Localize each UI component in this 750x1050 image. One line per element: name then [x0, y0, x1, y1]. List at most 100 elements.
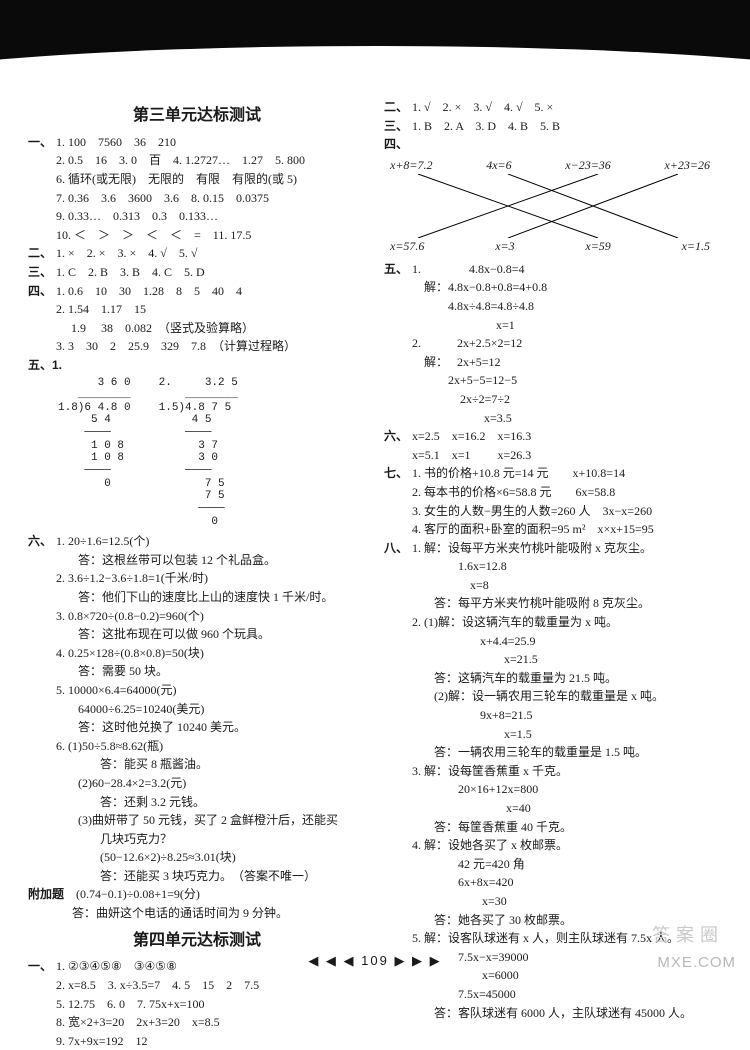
section-label: 三、 — [28, 263, 56, 282]
unit4-section-3: 三、 1. B 2. A 3. D 4. B 5. B — [384, 117, 722, 136]
answer-line: 8. 宽×2+3=20 2x+3=20 x=8.5 — [56, 1013, 366, 1032]
unit3-section-1: 一、 1. 100 7560 36 210 2. 0.5 16 3. 0 百 4… — [28, 133, 366, 245]
section-body: 1. 0.6 10 30 1.28 8 5 40 4 2. 1.54 1.17 … — [56, 282, 366, 356]
unit3-section-5-label: 五、1. — [28, 356, 366, 375]
answer-line: 7. 0.36 3.6 3600 3.6 8. 0.15 0.0375 — [56, 189, 366, 208]
match-bottom: x=3 — [495, 237, 514, 256]
answer-line: 6x+8x=420 — [412, 873, 722, 892]
answer-line: 解：4.8x−0.8+0.8=4+0.8 — [412, 278, 722, 297]
answer-line: x=5.1 x=1 x=26.3 — [412, 446, 722, 465]
answer-line: 20×16+12x=800 — [412, 780, 722, 799]
answer-line: 64000÷6.25=10240(美元) — [56, 700, 366, 719]
section-body: 1. 100 7560 36 210 2. 0.5 16 3. 0 百 4. 1… — [56, 133, 366, 245]
answer-line: (3)曲妍带了 50 元钱，买了 2 盒鲜橙汁后，还能买 — [56, 811, 366, 830]
unit4-section-8: 八、 1. 解：设每平方米夹竹桃叶能吸附 x 克灰尘。 1.6x=12.8 x=… — [384, 539, 722, 1022]
answer-line: 1. C 2. B 3. B 4. C 5. D — [56, 263, 366, 282]
answer-line: 4. 0.25×128÷(0.8×0.8)=50(块) — [56, 644, 366, 663]
answer-line: 7.5x=45000 — [412, 985, 722, 1004]
answer-line: 3. 3 30 2 25.9 329 7.8 （计算过程略） — [56, 337, 366, 356]
section-label: 八、 — [384, 539, 412, 1022]
answer-line: 2x+5−5=12−5 — [412, 371, 722, 390]
answer-line: 答：他们下山的速度比上山的速度快 1 千米/时。 — [56, 588, 366, 607]
answer-line: 2x÷2=7÷2 — [412, 390, 722, 409]
answer-line: x=30 — [412, 892, 722, 911]
answer-line: 1. 解：设每平方米夹竹桃叶能吸附 x 克灰尘。 — [412, 539, 722, 558]
section-body: x=2.5 x=16.2 x=16.3 x=5.1 x=1 x=26.3 — [412, 427, 722, 464]
answer-line: 答：这批布现在可以做 960 个玩具。 — [56, 625, 366, 644]
unit4-section-2: 二、 1. √ 2. × 3. √ 4. √ 5. × — [384, 98, 722, 117]
matching-lines-icon — [398, 174, 702, 238]
answer-line: 4. 客厅的面积+卧室的面积=95 m² x×x+15=95 — [412, 520, 722, 539]
section-label: 六、 — [384, 427, 412, 464]
answer-line: 3. 0.8×720÷(0.8−0.2)=960(个) — [56, 607, 366, 626]
match-top: x+23=26 — [664, 156, 710, 175]
answer-line: 附加题 (0.74−0.1)÷0.08+1=9(分) — [28, 885, 366, 904]
long-division-2: 2. 3.2 5 ________ 1.5)4.8 7 5 4 5 ──── 3… — [159, 377, 238, 529]
match-top: x−23=36 — [565, 156, 611, 175]
answer-line: 10. ＜ ＞ ＞ ＜ ＜ = 11. 17.5 — [56, 226, 366, 245]
answer-line: (2)60−28.4×2=3.2(元) — [56, 774, 366, 793]
answer-line: 2. 1.54 1.17 15 — [56, 300, 366, 319]
match-bottom: x=59 — [585, 237, 610, 256]
unit3-section-6: 六、 1. 20÷1.6=12.5(个) 答：这根丝带可以包装 12 个礼品盒。… — [28, 532, 366, 885]
match-top: x+8=7.2 — [390, 156, 433, 175]
answer-line: 9x+8=21.5 — [412, 706, 722, 725]
unit3-section-4: 四、 1. 0.6 10 30 1.28 8 5 40 4 2. 1.54 1.… — [28, 282, 366, 356]
match-bottom: x=57.6 — [390, 237, 424, 256]
unit4-title: 第四单元达标测试 — [28, 929, 366, 954]
answer-line: 4. 解：设她各买了 x 枚邮票。 — [412, 836, 722, 855]
unit3-section-2: 二、 1. × 2. × 3. × 4. √ 5. √ — [28, 244, 366, 263]
answer-line: 2. (1)解：设这辆汽车的载重量为 x 吨。 — [412, 613, 722, 632]
section-label: 三、 — [384, 117, 412, 136]
answer-stamp: 答案圈 — [652, 921, 724, 947]
answer-line: 答：这根丝带可以包装 12 个礼品盒。 — [56, 551, 366, 570]
long-division-1: 3 6 0 ________ 1.8)6 4.8 0 5 4 ──── 1 0 … — [58, 377, 131, 529]
answer-line: 答：客队球迷有 6000 人，主队球迷有 45000 人。 — [412, 1004, 722, 1023]
answer-line: 答：每平方米夹竹桃叶能吸附 8 克灰尘。 — [412, 594, 722, 613]
section-body: 1. 解：设每平方米夹竹桃叶能吸附 x 克灰尘。 1.6x=12.8 x=8 答… — [412, 539, 722, 1022]
section-label: 一、 — [28, 133, 56, 245]
answer-line: 解： 2x+5=12 — [412, 353, 722, 372]
section-label: 五、 — [384, 260, 412, 427]
answer-line: 5. 10000×6.4=64000(元) — [56, 681, 366, 700]
answer-line: 4.8x÷4.8=4.8÷4.8 — [412, 297, 722, 316]
unit4-section-5: 五、 1. 4.8x−0.8=4 解：4.8x−0.8+0.8=4+0.8 4.… — [384, 260, 722, 427]
long-division-group: 3 6 0 ________ 1.8)6 4.8 0 5 4 ──── 1 0 … — [28, 377, 366, 529]
section-label: 二、 — [28, 244, 56, 263]
answer-line: 答：还能买 3 块巧克力。 （答案不唯一） — [56, 867, 366, 886]
answer-line: 1.6x=12.8 — [412, 557, 722, 576]
answer-line: 6. (1)50÷5.8≈8.62(瓶) — [56, 737, 366, 756]
answer-line: 1. B 2. A 3. D 4. B 5. B — [412, 117, 722, 136]
answer-line: (50−12.6×2)÷8.25≈3.01(块) — [56, 848, 366, 867]
answer-line: 9. 7x+9x=192 12 — [56, 1032, 366, 1050]
decorative-header-wave — [0, 0, 750, 90]
section-body: 1. ②③④⑤⑧ ③④⑤⑧ 2. x=8.5 3. x÷3.5=7 4. 5 1… — [56, 957, 366, 1050]
answer-line: 2. 每本书的价格×6=58.8 元 6x=58.8 — [412, 483, 722, 502]
answer-line: 9. 0.33… 0.313 0.3 0.133… — [56, 207, 366, 226]
section-body: 1. 书的价格+10.8 元=14 元 x+10.8=14 2. 每本书的价格×… — [412, 464, 722, 538]
answer-line: 2. 3.6÷1.2−3.6÷1.8=1(千米/时) — [56, 569, 366, 588]
answer-line: 1. 书的价格+10.8 元=14 元 x+10.8=14 — [412, 464, 722, 483]
answer-line: x=40 — [412, 799, 722, 818]
site-watermark: MXE.COM — [657, 954, 736, 971]
answer-line: 几块巧克力？ — [56, 830, 366, 849]
section-label: 一、 — [28, 957, 56, 1050]
answer-line: 答：需要 50 块。 — [56, 662, 366, 681]
answer-line: x=1 — [412, 316, 722, 335]
section-body: 1. 4.8x−0.8=4 解：4.8x−0.8+0.8=4+0.8 4.8x÷… — [412, 260, 722, 427]
answer-line: 1.9 38 0.082 （竖式及验算略） — [56, 319, 366, 338]
answer-line: 3. 解：设每筐香蕉重 x 千克。 — [412, 762, 722, 781]
answer-line: 答：能买 8 瓶酱油。 — [56, 755, 366, 774]
page-content: 第三单元达标测试 一、 1. 100 7560 36 210 2. 0.5 16… — [0, 90, 750, 1050]
unit3-section-3: 三、 1. C 2. B 3. B 4. C 5. D — [28, 263, 366, 282]
answer-line: 答：这时他兑换了 10240 美元。 — [56, 718, 366, 737]
answer-line: x=8 — [412, 576, 722, 595]
answer-line: 1. 0.6 10 30 1.28 8 5 40 4 — [56, 282, 366, 301]
answer-line: 答：曲妍这个电话的通话时间为 9 分钟。 — [28, 904, 366, 923]
answer-line: x=21.5 — [412, 650, 722, 669]
answer-line: 答：一辆农用三轮车的载重量是 1.5 吨。 — [412, 743, 722, 762]
answer-line: 1. 20÷1.6=12.5(个) — [56, 532, 366, 551]
answer-line: 1. 100 7560 36 210 — [56, 133, 366, 152]
section-label: 四、 — [384, 137, 408, 151]
answer-line: 2. 0.5 16 3. 0 百 4. 1.2727… 1.27 5. 800 — [56, 151, 366, 170]
